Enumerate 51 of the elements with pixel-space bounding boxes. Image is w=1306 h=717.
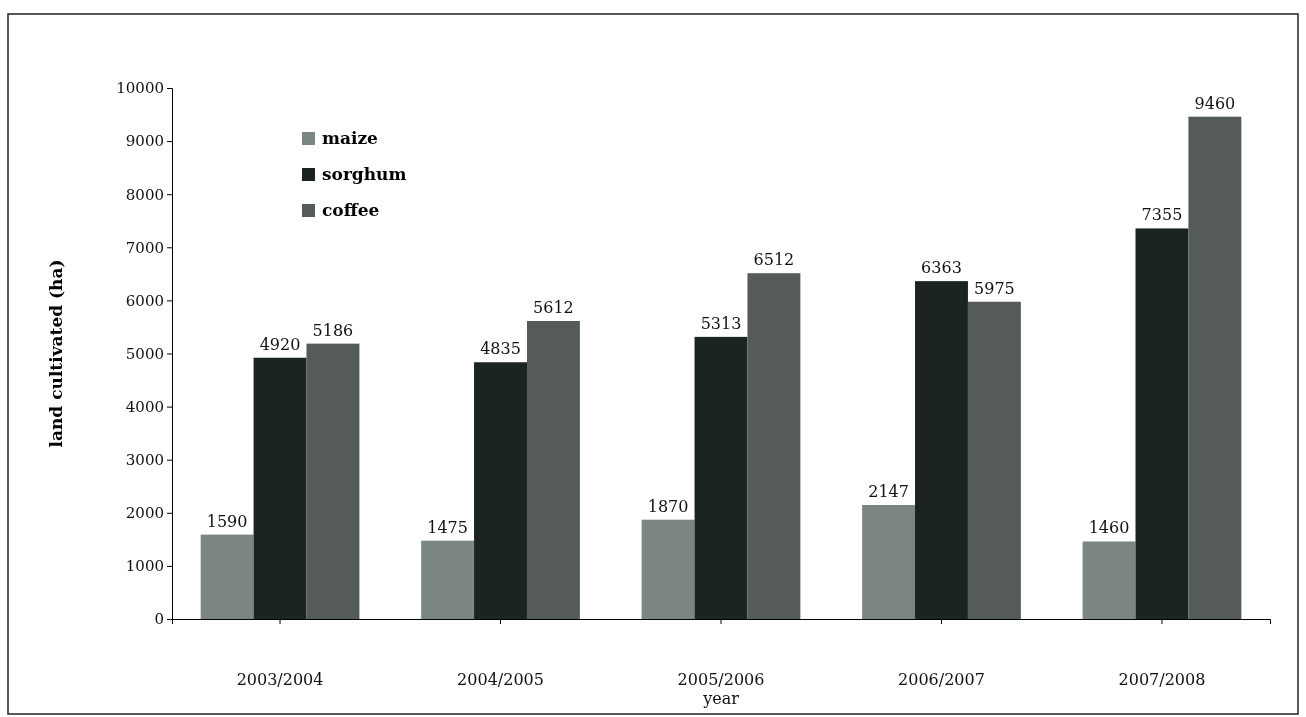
y-tick-label: 1000 [125,557,164,576]
bar [1082,541,1136,619]
data-label: 5975 [974,278,1015,298]
data-label: 7355 [1141,205,1183,225]
bar [474,362,527,619]
y-tick-label: 7000 [125,238,164,257]
y-tick-label: 5000 [125,344,164,363]
y-tick-label: 3000 [125,451,164,469]
legend-label: maize [322,128,379,148]
data-label: 4920 [259,334,301,354]
legend-label: sorghum [322,164,407,184]
y-tick-label: 0 [154,610,164,629]
bar [1188,116,1242,619]
bar [862,504,916,619]
data-label: 2147 [868,481,909,501]
data-label: 4835 [480,339,521,359]
bar [253,357,307,619]
bar [915,281,968,619]
data-label: 1460 [1088,518,1130,538]
data-label: 5612 [533,298,574,317]
x-tick-label: 2007/2008 [1118,669,1206,689]
x-tick-label: 2006/2007 [898,669,985,689]
y-tick-label: 2000 [125,504,164,523]
data-label: 1590 [206,511,248,531]
data-label: 1870 [647,496,689,516]
bar [306,343,360,619]
data-label: 9460 [1194,93,1236,113]
x-tick-label: 2005/2006 [677,669,765,689]
bar [1135,228,1189,619]
bar [747,273,801,619]
bar [200,534,254,619]
bar [967,301,1021,619]
data-label: 5186 [312,320,354,340]
data-label: 6512 [753,250,795,270]
y-axis-title: land cultivated (ha) [46,259,66,448]
y-tick-label: 8000 [125,185,164,204]
data-label: 1475 [427,517,468,537]
y-tick-label: 6000 [125,291,164,310]
y-tick-label: 10000 [116,79,164,98]
bar [421,540,475,619]
bar [694,336,748,619]
legend-label: coffee [322,200,380,220]
bar [641,519,695,619]
data-label: 6363 [921,258,962,278]
x-tick-label: 2003/2004 [236,669,324,689]
x-tick-label: 2004/2005 [457,669,544,689]
y-tick-label: 4000 [125,397,164,416]
data-label: 5313 [700,313,742,333]
bar [526,321,580,619]
y-tick-label: 9000 [125,132,164,151]
x-axis-title: year [702,689,740,708]
